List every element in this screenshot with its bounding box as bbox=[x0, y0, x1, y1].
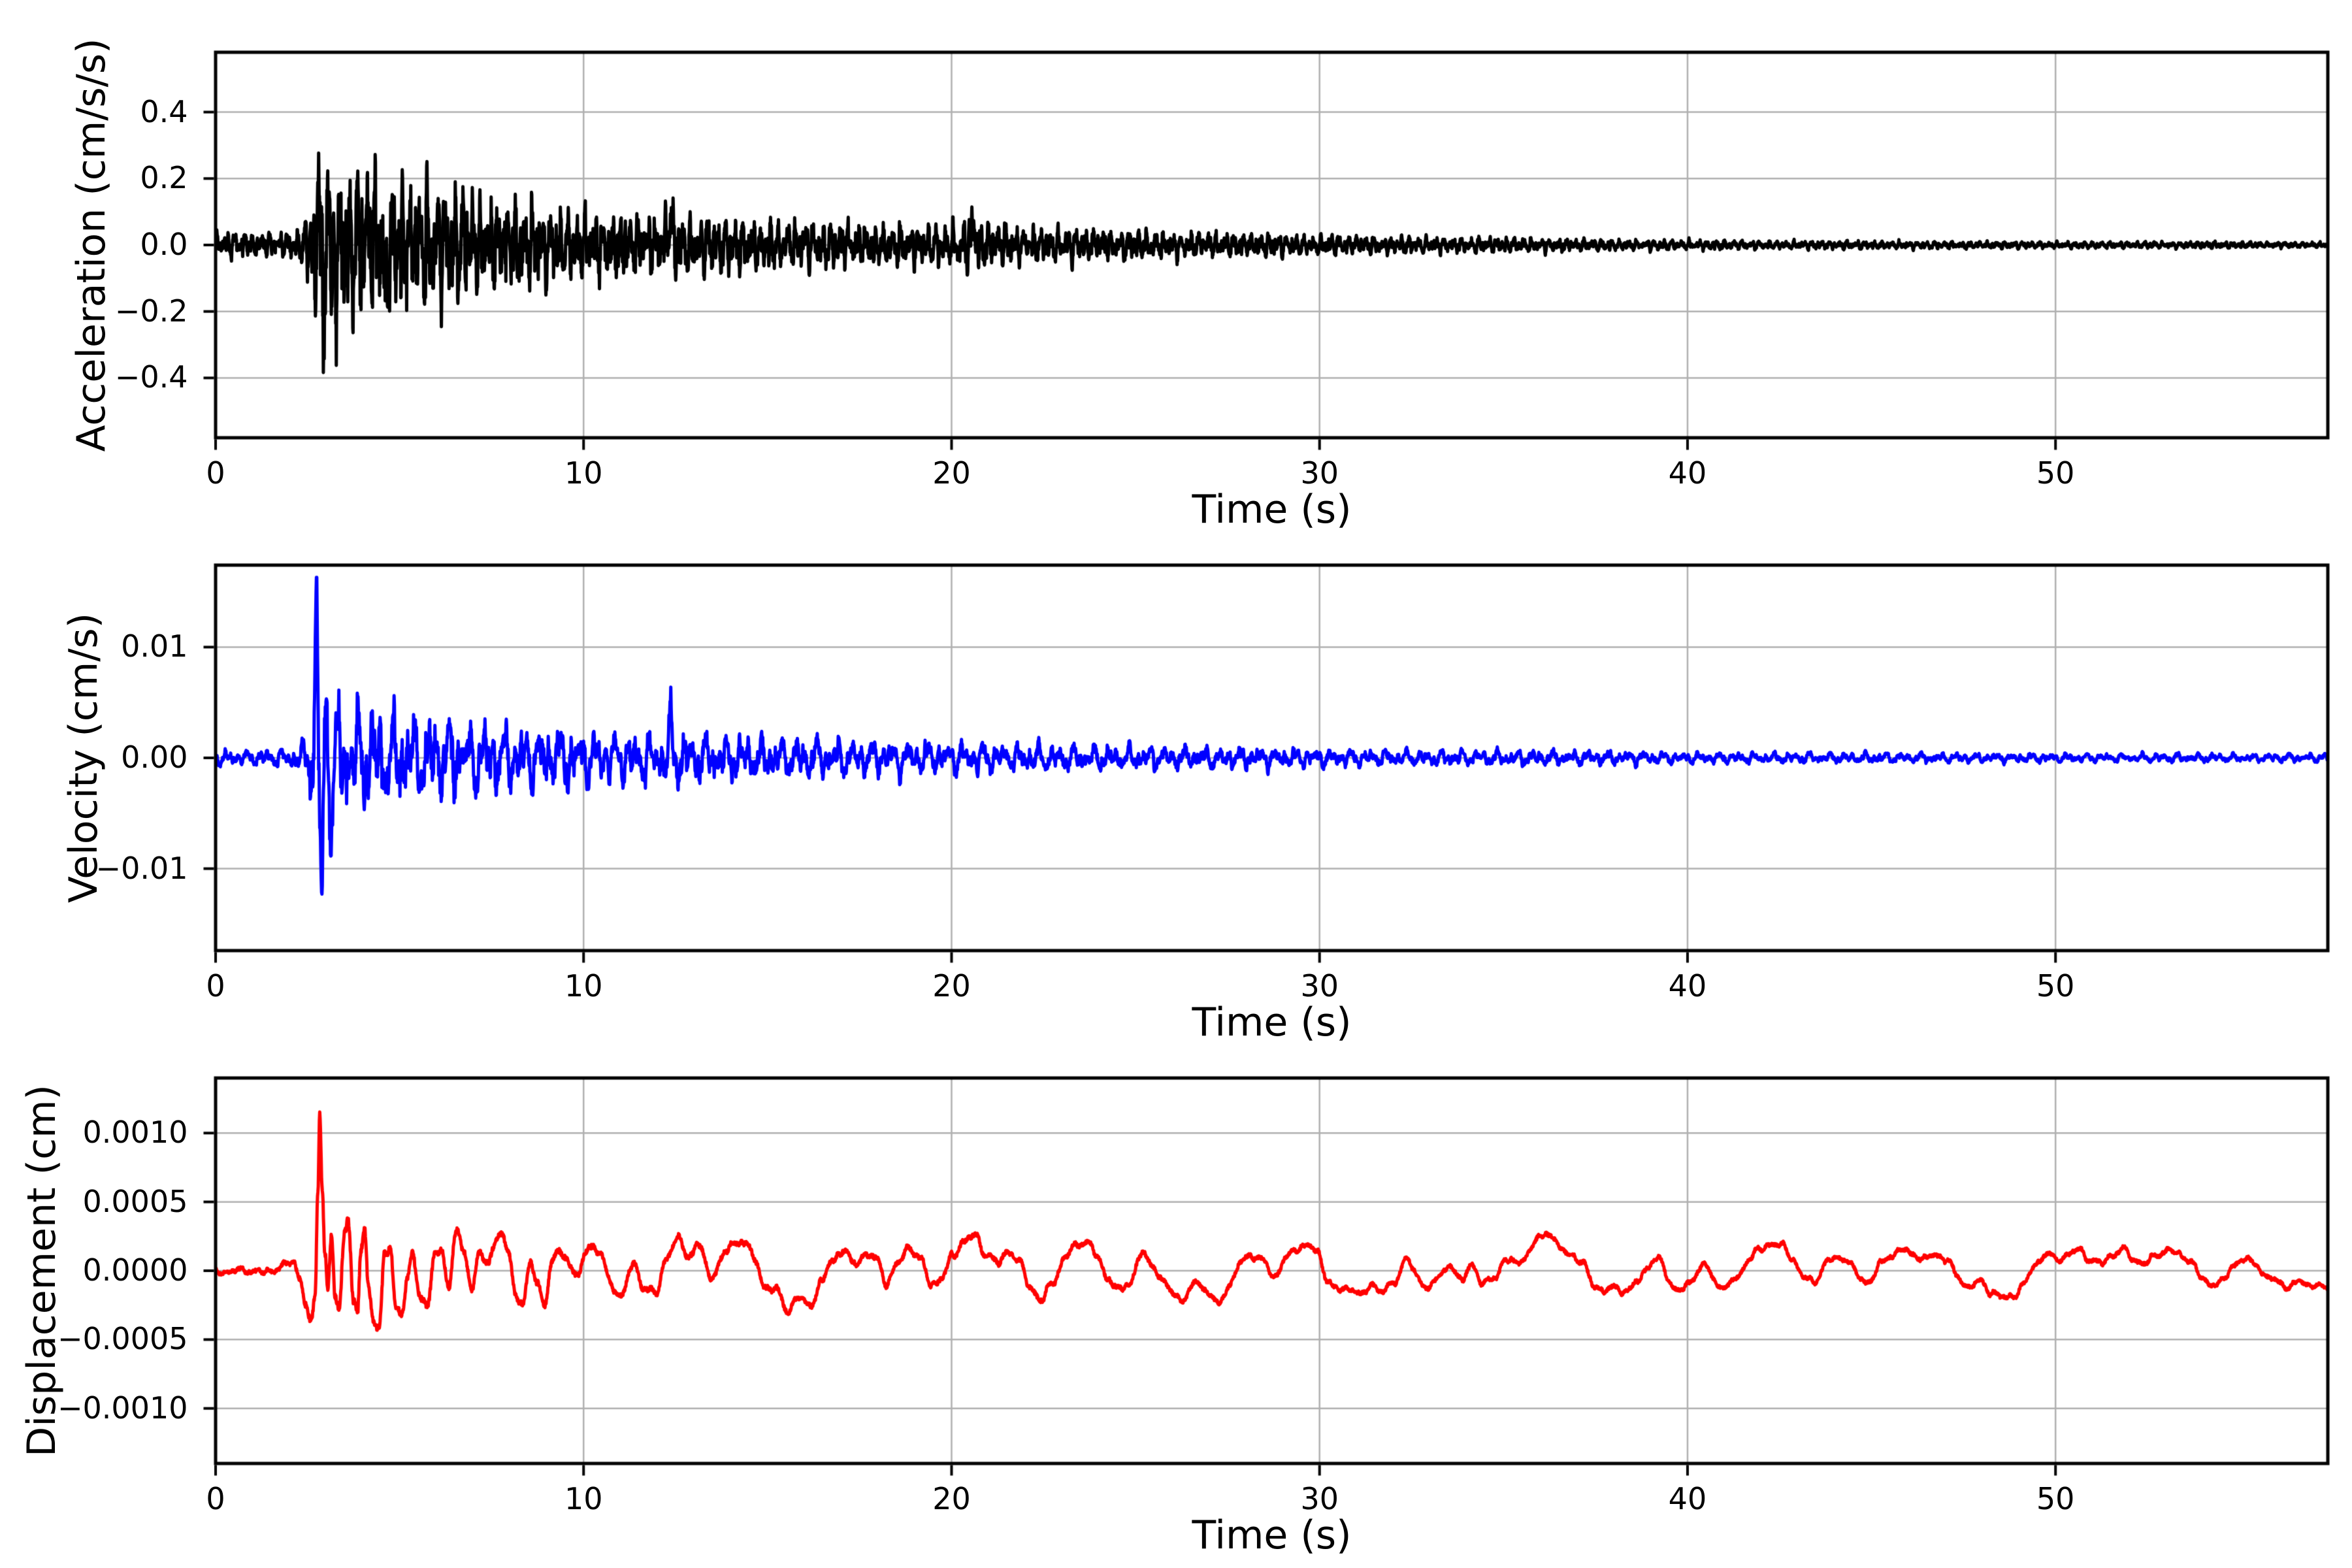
y-tick-label: −0.4 bbox=[114, 359, 188, 395]
y-tick-label: −0.0005 bbox=[57, 1321, 188, 1357]
velocity-x-axis-label: Time (s) bbox=[1192, 1000, 1352, 1045]
x-tick-label: 10 bbox=[564, 968, 603, 1004]
x-tick-label: 30 bbox=[1300, 968, 1339, 1004]
y-tick-label: 0.0005 bbox=[82, 1183, 188, 1219]
y-tick-label: −0.0010 bbox=[57, 1390, 188, 1426]
x-tick-label: 20 bbox=[932, 968, 971, 1004]
x-tick-label: 40 bbox=[1668, 1480, 1707, 1516]
x-tick-label: 30 bbox=[1300, 455, 1339, 491]
x-tick-label: 10 bbox=[564, 455, 603, 491]
x-tick-label: 20 bbox=[932, 455, 971, 491]
y-tick-label: 0.0 bbox=[140, 227, 188, 263]
x-tick-label: 50 bbox=[2036, 968, 2075, 1004]
y-tick-label: 0.4 bbox=[140, 93, 188, 129]
x-tick-label: 0 bbox=[206, 1480, 225, 1516]
x-tick-label: 0 bbox=[206, 968, 225, 1004]
x-tick-label: 0 bbox=[206, 455, 225, 491]
y-tick-label: 0.00 bbox=[121, 740, 188, 776]
y-tick-label: 0.0000 bbox=[82, 1252, 188, 1288]
x-tick-label: 40 bbox=[1668, 968, 1707, 1004]
x-tick-label: 30 bbox=[1300, 1480, 1339, 1516]
x-tick-label: 50 bbox=[2036, 1480, 2075, 1516]
y-tick-label: 0.01 bbox=[121, 629, 188, 664]
y-tick-label: 0.2 bbox=[140, 160, 188, 196]
displacement-x-axis-label: Time (s) bbox=[1192, 1512, 1352, 1558]
x-tick-label: 20 bbox=[932, 1480, 971, 1516]
acceleration-x-axis-label: Time (s) bbox=[1192, 487, 1352, 532]
y-tick-label: 0.0010 bbox=[82, 1115, 188, 1151]
y-tick-label: −0.2 bbox=[114, 293, 188, 329]
y-tick-label: −0.01 bbox=[95, 850, 188, 886]
x-tick-label: 10 bbox=[564, 1480, 603, 1516]
x-tick-label: 50 bbox=[2036, 455, 2075, 491]
x-tick-label: 40 bbox=[1668, 455, 1707, 491]
